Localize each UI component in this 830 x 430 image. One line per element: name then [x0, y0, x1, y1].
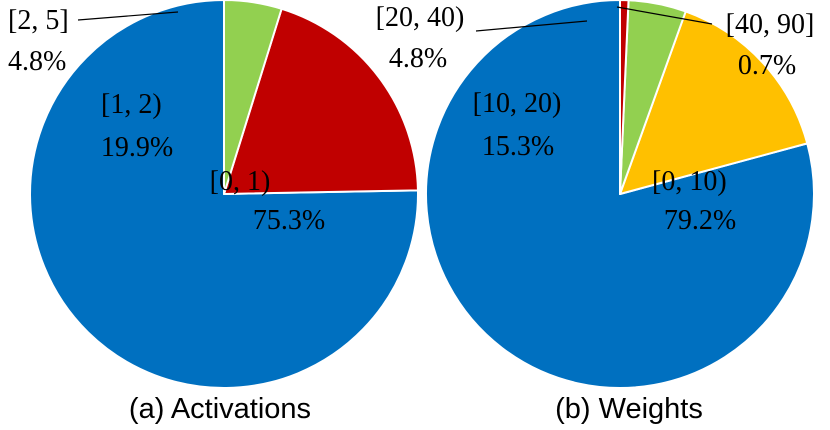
- leader-line-activations-2-5: [77, 11, 179, 21]
- pct-weights-10-20: 15.3%: [482, 131, 554, 162]
- leader-line-weights-40-90: [616, 6, 713, 25]
- slice-weights-10-20: [619, 10, 809, 195]
- label-weights-10-20: [10, 20): [473, 88, 562, 119]
- slice-activations-0-1: [29, 0, 419, 389]
- slice-activations-1-2: [223, 7, 419, 195]
- pct-activations-0-1: 75.3%: [253, 205, 325, 236]
- pct-weights-0-10: 79.2%: [664, 205, 736, 236]
- label-weights-0-10: [0, 10): [652, 166, 727, 197]
- label-activations-1-2: [1, 2): [101, 89, 162, 120]
- caption-activations: (a) Activations: [129, 393, 311, 425]
- leader-line-weights-20-40: [475, 20, 588, 32]
- pie-weights: [0, 10) 79.2% [10, 20) 15.3% [20, 40) 4.…: [376, 0, 815, 425]
- slice-activations-2-5: [223, 0, 283, 195]
- label-activations-2-5: [2, 5]: [8, 5, 69, 36]
- label-weights-40-90: [40, 90]: [726, 9, 815, 40]
- pct-weights-40-90: 0.7%: [738, 50, 796, 81]
- slice-weights-40-90: [619, 0, 630, 195]
- label-activations-0-1: [0, 1): [210, 166, 271, 197]
- label-weights-20-40: [20, 40): [376, 2, 465, 33]
- pct-activations-1-2: 19.9%: [101, 132, 173, 163]
- pie-activations: [0, 1) 75.3% [1, 2) 19.9% [2, 5] 4.8% (a…: [8, 0, 419, 425]
- caption-weights: (b) Weights: [555, 393, 703, 425]
- pct-weights-20-40: 4.8%: [389, 43, 447, 74]
- pct-activations-2-5: 4.8%: [8, 46, 66, 77]
